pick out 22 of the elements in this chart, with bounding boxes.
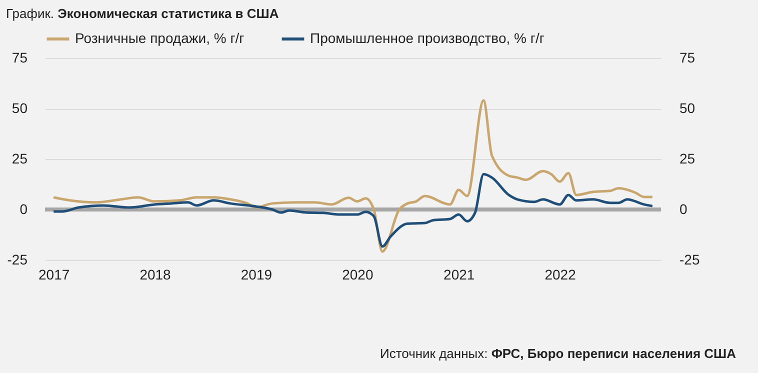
y-tick-label: 50 bbox=[12, 100, 28, 116]
y-tick-label: 0 bbox=[20, 201, 28, 217]
x-tick-label: 2020 bbox=[342, 266, 374, 282]
y-tick-label: -25 bbox=[7, 252, 28, 268]
legend-label: Промышленное производство, % г/г bbox=[310, 30, 544, 46]
line-series bbox=[52, 99, 654, 253]
x-tick-label: 2017 bbox=[38, 266, 70, 282]
y-tick-label: 75 bbox=[12, 50, 28, 66]
x-tick-label: 2022 bbox=[544, 266, 576, 282]
text: Источник данных: ФРС, Бюро переписи населения США bbox=[380, 346, 736, 361]
y2-tick-label: 0 bbox=[680, 201, 688, 217]
y-tick-label: 25 bbox=[12, 150, 28, 166]
line-series bbox=[52, 172, 654, 248]
y2-tick-label: 75 bbox=[680, 50, 696, 66]
legend-label: Розничные продажи, % г/г bbox=[75, 30, 244, 46]
y2-tick-label: -25 bbox=[680, 252, 700, 268]
chart-title: График. Экономическая статистика в США bbox=[6, 6, 279, 21]
x-tick-label: 2018 bbox=[140, 266, 172, 282]
x-tick-label: 2019 bbox=[240, 266, 272, 282]
x-tick-label: 2021 bbox=[444, 266, 475, 282]
y2-tick-label: 50 bbox=[680, 100, 696, 116]
y2-tick-label: 25 bbox=[680, 150, 696, 166]
